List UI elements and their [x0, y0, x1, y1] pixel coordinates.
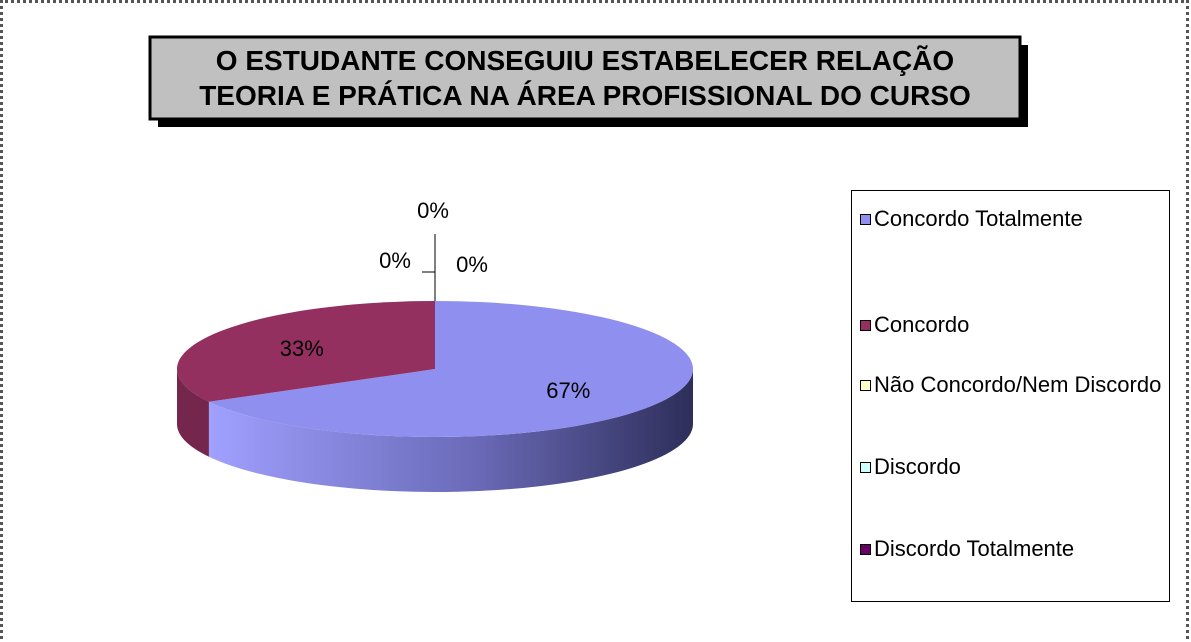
chart-title: O ESTUDANTE CONSEGUIU ESTABELECER RELAÇÃ… — [216, 45, 954, 76]
data-label: 0% — [417, 198, 449, 223]
data-label: 0% — [379, 248, 411, 273]
legend-item: Não Concordo/Nem Discordo — [858, 373, 1182, 397]
chart-title: TEORIA E PRÁTICA NA ÁREA PROFISSIONAL DO… — [199, 80, 971, 111]
legend-swatch — [860, 462, 871, 473]
legend-item: Concordo Totalmente — [858, 207, 1182, 231]
legend-swatch — [860, 544, 871, 555]
legend-label: Concordo Totalmente — [874, 206, 1083, 231]
legend-label: Concordo — [874, 312, 970, 337]
pie-side — [177, 369, 209, 457]
legend-item: Concordo — [858, 313, 1182, 337]
legend-swatch — [860, 320, 871, 331]
legend-swatch — [860, 214, 871, 225]
pie-slice — [208, 301, 694, 437]
data-label: 33% — [280, 336, 324, 361]
title-box — [148, 35, 1022, 121]
legend-item: Discordo Totalmente — [858, 537, 1182, 561]
pie-side — [208, 369, 693, 492]
legend-label: Discordo — [874, 454, 961, 479]
data-label: 0% — [456, 252, 488, 277]
legend-swatch — [860, 380, 871, 391]
legend-label: Não Concordo/Nem Discordo — [874, 372, 1162, 397]
legend-item: Discordo — [858, 455, 1182, 479]
legend: Concordo Totalmente Concordo Não Concordo/… — [851, 190, 1170, 602]
data-label: 67% — [546, 378, 590, 403]
legend-label: Discordo Totalmente — [874, 536, 1075, 561]
pie-slice — [177, 301, 436, 402]
